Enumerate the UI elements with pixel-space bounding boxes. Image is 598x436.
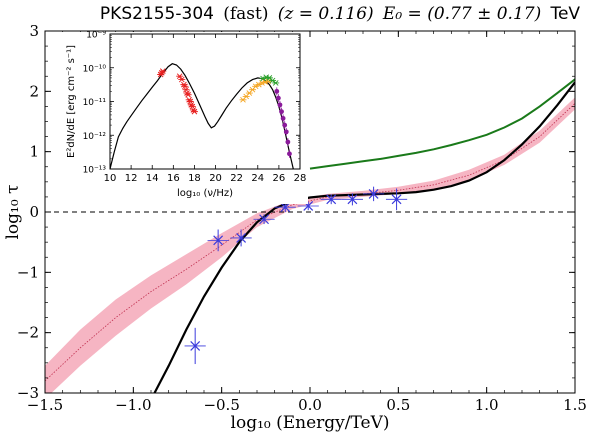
inset-x-tick-label: 16 xyxy=(167,173,180,184)
sed-point xyxy=(269,77,277,84)
sed-point xyxy=(176,73,184,80)
y-tick-label: −1 xyxy=(17,263,39,281)
x-axis-label: log₁₀ (Energy/TeV) xyxy=(231,413,390,433)
point-marker xyxy=(391,194,402,205)
inset-x-tick-label: 22 xyxy=(230,173,243,184)
inset-x-tick-label: 28 xyxy=(294,173,307,184)
title-e0: E₀ = (0.77 ± 0.17) xyxy=(382,4,541,24)
point-marker xyxy=(280,202,291,213)
point-marker xyxy=(259,214,269,225)
inset-sed-plot: 10 12 14 16 18 20 22 24 26 28 10⁻¹³ 10⁻¹² 10⁻¹¹ 10⁻¹⁰… xyxy=(62,31,308,204)
data-point xyxy=(320,194,342,205)
title-source: PKS2155-304 xyxy=(100,4,214,24)
sed-point xyxy=(178,76,186,83)
data-point xyxy=(385,188,408,211)
sed-point xyxy=(188,103,196,110)
inset-x-tick-label: 18 xyxy=(188,173,201,184)
inset-x-tick-label: 20 xyxy=(209,173,222,184)
inset-y-tick-label: 10⁻¹² xyxy=(83,132,107,142)
y-axis-label: log₁₀ τ xyxy=(3,185,23,240)
inset-data-points xyxy=(157,68,292,158)
inset-axis-ticks: 10 12 14 16 18 20 22 24 26 28 10⁻¹³ 10⁻¹² 10⁻¹¹ 10⁻¹⁰… xyxy=(83,31,307,185)
inset-y-tick-label: 10⁻¹⁰ xyxy=(83,64,107,74)
inset-x-tick-label: 12 xyxy=(125,173,138,184)
point-marker xyxy=(347,194,358,205)
data-point xyxy=(207,229,229,252)
sed-point xyxy=(182,86,190,93)
inset-x-axis-label: log₁₀ (ν/Hz) xyxy=(177,188,233,199)
x-tick-label: −1.5 xyxy=(27,396,63,414)
x-tick-label: −1.0 xyxy=(115,396,151,414)
data-points xyxy=(184,186,408,365)
x-tick-label: 1.5 xyxy=(563,396,587,414)
inset-x-tick-label: 14 xyxy=(146,173,159,184)
data-point xyxy=(184,327,206,365)
y-tick-label: −2 xyxy=(17,324,39,342)
sed-point xyxy=(184,91,192,98)
y-tick-label: 3 xyxy=(29,22,39,40)
sed-point xyxy=(190,108,198,115)
point-marker xyxy=(213,235,224,246)
data-point xyxy=(230,229,252,247)
point-marker xyxy=(326,194,337,205)
series-line-1 xyxy=(309,78,575,170)
title-mode: (fast) xyxy=(223,4,268,24)
y-tick-label: −3 xyxy=(17,384,39,402)
point-marker xyxy=(190,341,201,351)
inset-y-tick-label: 10⁻⁹ xyxy=(86,31,106,41)
inset-model-line xyxy=(110,63,294,169)
inset-background xyxy=(62,32,308,204)
title-redshift: (z = 0.116) xyxy=(278,4,374,24)
data-point xyxy=(253,214,275,225)
y-tick-label: 0 xyxy=(29,203,39,221)
inset-y-tick-label: 10⁻¹¹ xyxy=(83,98,107,108)
y-tick-label: 1 xyxy=(29,143,39,161)
sed-point xyxy=(272,80,280,86)
inset-x-tick-label: 10 xyxy=(104,173,117,184)
data-point xyxy=(363,186,385,202)
chart-title: PKS2155-304 (fast) (z = 0.116) E₀ = (0.7… xyxy=(100,4,581,24)
x-tick-label: 1.0 xyxy=(475,396,499,414)
y-tick-label: 2 xyxy=(29,82,39,100)
inset-y-axis-label: E²dN/dE [erg cm⁻² s⁻¹] xyxy=(66,45,77,158)
x-tick-label: −0.5 xyxy=(203,396,239,414)
sed-model-line xyxy=(110,63,294,169)
sed-point xyxy=(181,83,189,90)
x-tick-label: 0.5 xyxy=(386,396,410,414)
inset-x-tick-label: 24 xyxy=(251,173,264,184)
series-line-0 xyxy=(153,81,575,393)
sed-point xyxy=(159,68,167,74)
data-point xyxy=(341,193,363,206)
model-lines xyxy=(153,78,575,393)
inset-x-tick-label: 26 xyxy=(273,173,286,184)
inset-y-tick-label: 10⁻¹³ xyxy=(83,166,107,176)
title-unit: TeV xyxy=(549,4,580,24)
point-marker xyxy=(236,233,247,243)
sed-point xyxy=(186,98,194,105)
point-marker xyxy=(368,188,379,199)
x-tick-label: 0.0 xyxy=(298,396,322,414)
